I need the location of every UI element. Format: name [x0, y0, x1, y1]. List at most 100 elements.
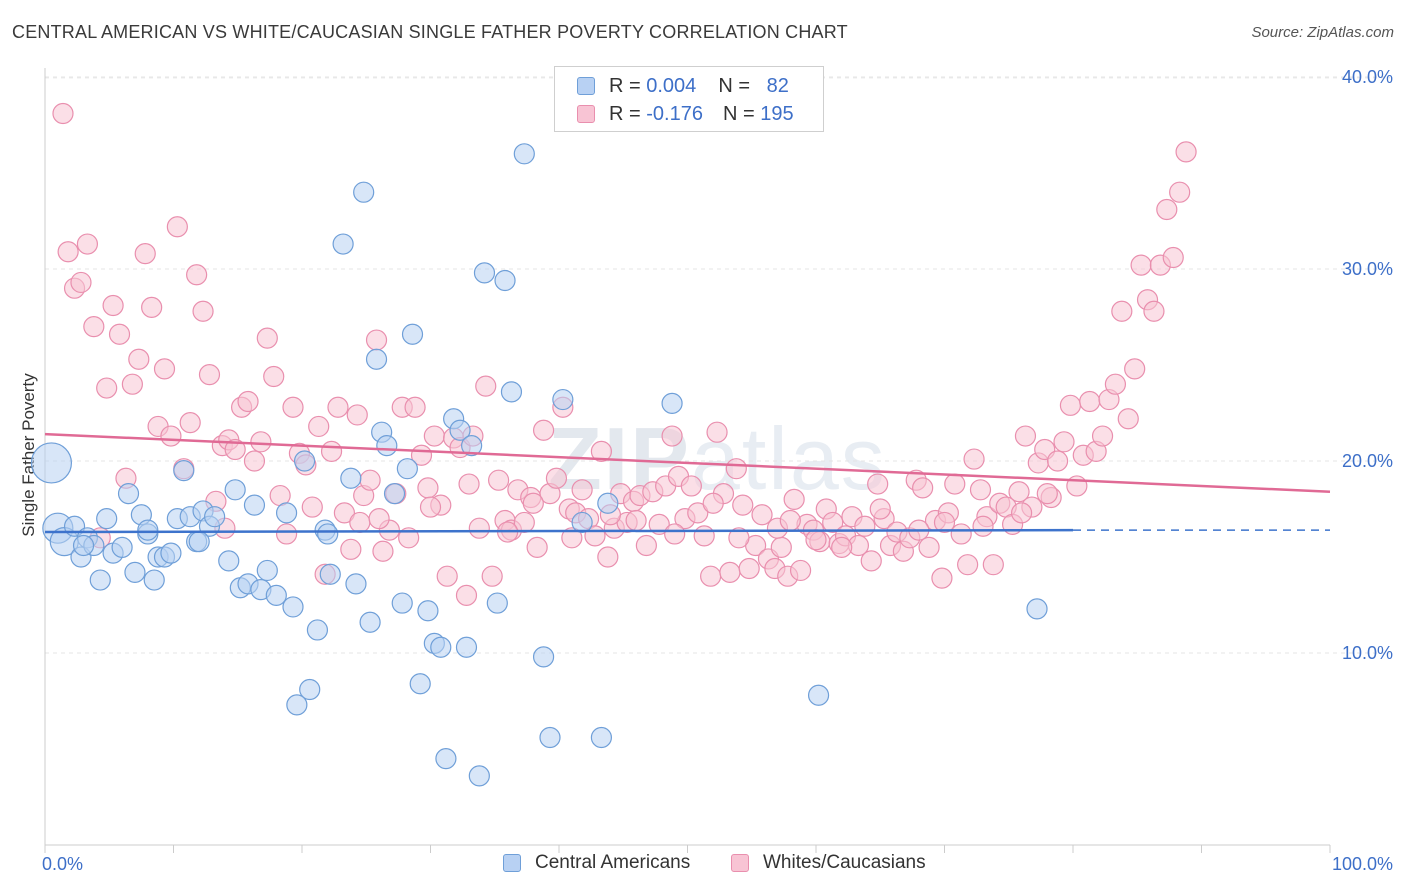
whites-caucasians-point	[700, 565, 722, 587]
central-americans-point	[299, 678, 321, 701]
central-americans-point	[72, 534, 95, 557]
whites-caucasians-point	[912, 477, 934, 499]
whites-caucasians-point	[455, 584, 478, 607]
legend-item-central-americans[interactable]: Central Americans	[503, 852, 690, 874]
whites-caucasians-point	[738, 557, 760, 580]
whites-caucasians-point	[860, 550, 882, 572]
x-tick-label: 0.0%	[42, 854, 83, 874]
n-value: 195	[760, 102, 794, 125]
whites-caucasians-point	[1053, 431, 1075, 453]
central-americans-point	[449, 419, 471, 441]
whites-caucasians-point	[1010, 502, 1033, 524]
source-label: Source: ZipAtlas.com	[1251, 24, 1394, 41]
whites-caucasians-point	[198, 364, 221, 386]
y-tick-label: 10.0%	[1342, 643, 1393, 663]
whites-caucasians-point	[102, 294, 124, 317]
whites-caucasians-point	[1036, 483, 1058, 505]
n-label: N =	[718, 74, 750, 97]
whites-caucasians-point	[1091, 425, 1114, 447]
central-americans-point	[401, 323, 424, 345]
whites-caucasians-point	[398, 527, 420, 549]
whites-caucasians-point	[96, 377, 118, 399]
whites-caucasians-point	[141, 296, 163, 318]
whites-caucasians-point	[783, 488, 805, 510]
whites-caucasians-point	[1059, 394, 1082, 416]
stats-row-whites-caucasians: R = -0.176 N = 195	[577, 101, 794, 127]
whites-caucasians-point	[1046, 450, 1069, 472]
whites-caucasians-point	[702, 492, 724, 514]
whites-caucasians-point	[70, 271, 92, 294]
whites-caucasians-point	[648, 513, 670, 535]
chart-title: CENTRAL AMERICAN VS WHITE/CAUCASIAN SING…	[12, 22, 848, 42]
legend-label: Whites/Caucasians	[763, 852, 926, 873]
whites-caucasians-point	[1156, 198, 1178, 221]
whites-caucasians-point	[597, 546, 619, 568]
central-americans-point	[286, 694, 308, 716]
whites-caucasians-point	[680, 475, 702, 497]
whites-caucasians-point	[805, 529, 827, 551]
r-value: -0.176	[646, 102, 703, 125]
whites-caucasians-point	[969, 479, 992, 501]
whites-caucasians-point	[635, 534, 657, 557]
central-americans-point	[430, 636, 452, 658]
whites-caucasians-point	[1162, 246, 1184, 269]
whites-caucasians-point	[250, 431, 272, 453]
central-americans-point	[409, 673, 431, 695]
whites-caucasians-point	[1143, 300, 1165, 322]
whites-caucasians-point	[1169, 181, 1191, 203]
central-americans-point	[282, 596, 304, 618]
whites-caucasians-point	[301, 496, 323, 518]
whites-caucasians-point	[1079, 390, 1101, 413]
whites-caucasians-point	[933, 511, 956, 534]
central-americans-point	[111, 536, 133, 559]
whites-caucasians-point	[706, 421, 728, 443]
central-americans-point	[500, 381, 523, 403]
r-label: R =	[609, 74, 641, 97]
central-americans-point	[30, 442, 73, 484]
whites-caucasians-point	[770, 536, 792, 559]
central-americans-point	[417, 600, 439, 622]
whites-caucasians-point	[365, 329, 388, 351]
legend-item-whites-caucasians[interactable]: Whites/Caucasians	[731, 852, 926, 874]
whites-caucasians-point	[243, 450, 266, 472]
pink-swatch-icon	[731, 854, 749, 872]
whites-caucasians-point	[349, 511, 371, 534]
whites-caucasians-point	[719, 561, 741, 583]
central-americans-point	[376, 435, 398, 457]
y-axis-label: Single Father Poverty	[19, 373, 38, 537]
whites-caucasians-point	[108, 323, 131, 345]
whites-caucasians-point	[725, 458, 747, 480]
central-americans-point	[494, 269, 516, 292]
blue-swatch-icon	[503, 854, 521, 872]
whites-caucasians-point	[867, 473, 889, 495]
whites-caucasians-point	[237, 390, 259, 413]
whites-caucasians-point	[779, 509, 801, 532]
central-americans-point	[486, 592, 508, 614]
whites-caucasians-point	[256, 327, 278, 349]
whites-caucasians-point	[320, 440, 343, 462]
whites-caucasians-point	[76, 233, 99, 255]
whites-caucasians-point	[179, 412, 201, 434]
n-value: 82	[766, 74, 789, 97]
whites-caucasians-point	[346, 404, 368, 426]
whites-caucasians-point	[52, 102, 74, 125]
whites-caucasians-point	[224, 438, 246, 461]
whites-caucasians-point	[957, 554, 979, 576]
whites-caucasians-point	[282, 396, 304, 418]
central-americans-point	[597, 492, 619, 514]
whites-caucasians-point	[625, 509, 647, 532]
central-americans-point	[359, 611, 381, 633]
whites-caucasians-point	[869, 498, 891, 520]
central-americans-point	[396, 458, 418, 480]
central-americans-point	[188, 531, 210, 553]
whites-caucasians-point	[590, 440, 613, 462]
central-americans-point	[345, 573, 367, 595]
central-americans-point	[539, 726, 561, 749]
whites-caucasians-point	[1124, 358, 1146, 380]
central-americans-point	[317, 523, 339, 545]
whites-caucasians-point	[545, 467, 568, 489]
whites-caucasians-point	[661, 425, 683, 447]
whites-caucasians-point	[944, 473, 966, 495]
central-americans-point	[353, 181, 375, 203]
whites-caucasians-point	[488, 469, 510, 491]
